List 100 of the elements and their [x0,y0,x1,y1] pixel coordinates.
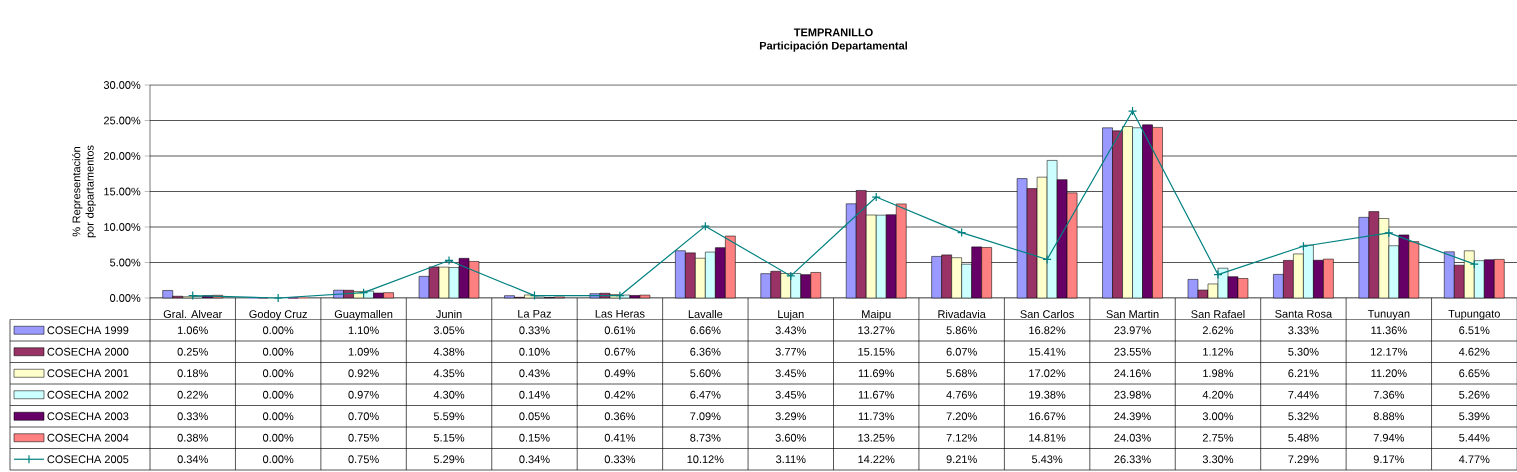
data-label: 0.43% [519,369,550,378]
x-tick-label: Maipu [862,309,891,321]
data-label: 13.27% [858,326,895,335]
data-label: 0.61% [604,326,636,335]
data-label: 8.88% [1373,412,1405,421]
data-label: 3.11% [776,455,806,464]
data-label: 6.66% [690,326,721,335]
data-label: 0.00% [263,455,294,464]
data-label: 0.36% [604,412,636,421]
chart-subtitle: Participación Departamental [759,41,907,52]
data-label: 5.44% [1459,433,1490,442]
data-label: 5.60% [690,369,721,378]
data-label: 10.12% [687,455,724,464]
data-label: 0.22% [177,390,208,399]
data-label: 11.69% [858,369,895,378]
data-label: 0.25% [177,347,208,356]
data-label: 5.26% [1459,390,1490,399]
data-label: 1.10% [348,326,379,335]
data-label: 5.30% [1288,347,1319,356]
data-label: 6.65% [1459,369,1490,378]
data-label: 3.30% [1202,455,1234,464]
data-label: 0.70% [348,412,379,421]
data-label: 5.59% [433,412,465,421]
data-label: 24.16% [1114,369,1151,378]
data-label: 26.33% [1114,455,1151,464]
data-label: 9.21% [946,455,977,464]
x-tick-label: Rivadavia [938,309,986,319]
data-label: 7.44% [1288,390,1319,399]
data-label: 17.02% [1029,369,1066,378]
data-label: 0.67% [604,347,636,356]
x-tick-label: San Martin [1106,309,1159,319]
data-label: 0.00% [263,347,294,356]
data-label: 3.45% [775,369,806,378]
data-label: 23.55% [1114,347,1151,356]
legend-label: COSECHA 2004 [47,433,129,442]
data-label: 3.33% [1288,326,1319,335]
data-label: 0.00% [263,390,294,399]
data-label: 0.00% [263,433,294,442]
data-label: 19.38% [1029,390,1066,399]
data-label: 0.92% [348,369,379,378]
x-tick-label: Godoy Cruz [249,309,307,321]
data-label: 11.73% [858,412,895,421]
legend-label: COSECHA 2001 [47,369,129,378]
data-label: 0.18% [177,369,208,378]
data-label: 1.98% [1203,369,1234,378]
data-label: 16.67% [1029,412,1066,421]
data-label: 9.17% [1373,455,1405,464]
data-label: 13.25% [858,433,895,442]
data-label: 5.43% [1031,455,1063,464]
data-label: 4.77% [1458,455,1490,464]
y-tick-label: 25.00% [103,116,141,125]
y-tick-label: 30.00% [103,81,141,89]
data-label: 5.15% [433,433,465,442]
data-label: 16.82% [1029,326,1066,335]
data-label: 5.68% [946,369,977,378]
x-tick-label: San Carlos [1020,309,1074,319]
x-tick-label: Guaymallen [334,309,393,321]
data-label: 11.67% [858,390,895,399]
data-label: 0.75% [348,433,379,442]
data-label: 0.41% [604,433,636,442]
data-label: 6.36% [690,347,721,356]
data-label: 5.48% [1288,433,1319,442]
data-label: 0.33% [604,455,636,464]
data-label: 0.05% [519,412,550,421]
data-label: 3.00% [1202,412,1234,421]
data-label: 14.22% [858,455,895,464]
data-label: 7.12% [946,433,977,442]
data-label: 2.62% [1202,326,1234,335]
data-label: 6.51% [1459,326,1490,335]
data-label: 0.10% [519,347,550,356]
data-label: 24.39% [1114,412,1151,421]
data-label: 6.21% [1288,369,1319,378]
data-label: 3.60% [775,433,806,442]
legend-label: COSECHA 2003 [47,412,129,421]
data-label: 23.98% [1114,390,1151,399]
data-label: 3.29% [775,412,806,421]
x-tick-label: Santa Rosa [1275,309,1333,318]
data-label: 0.75% [348,455,379,464]
data-label: 1.12% [1203,347,1234,356]
data-label: 2.75% [1202,433,1234,442]
data-label: 5.32% [1288,412,1319,421]
data-label: 4.35% [433,369,465,378]
data-label: 7.09% [690,412,721,421]
x-tick-label: Las Heras [595,309,645,318]
data-label: 0.38% [177,433,208,442]
data-label: 5.39% [1459,412,1490,421]
data-label: 6.07% [946,347,977,356]
data-label: 0.00% [263,326,294,335]
y-tick-label: 20.00% [103,152,141,160]
data-label: 15.41% [1029,347,1066,356]
data-label: 3.43% [775,326,806,335]
y-tick-label: 5.00% [109,258,141,267]
x-tick-label: Lujan [778,309,804,321]
data-label: 7.20% [946,412,977,421]
data-label: 11.20% [1371,369,1407,378]
data-label: 0.42% [604,390,636,399]
data-label: 4.76% [946,390,977,399]
data-label: 0.15% [519,433,550,442]
data-label: 6.47% [690,390,721,399]
data-label: 0.00% [263,412,294,421]
